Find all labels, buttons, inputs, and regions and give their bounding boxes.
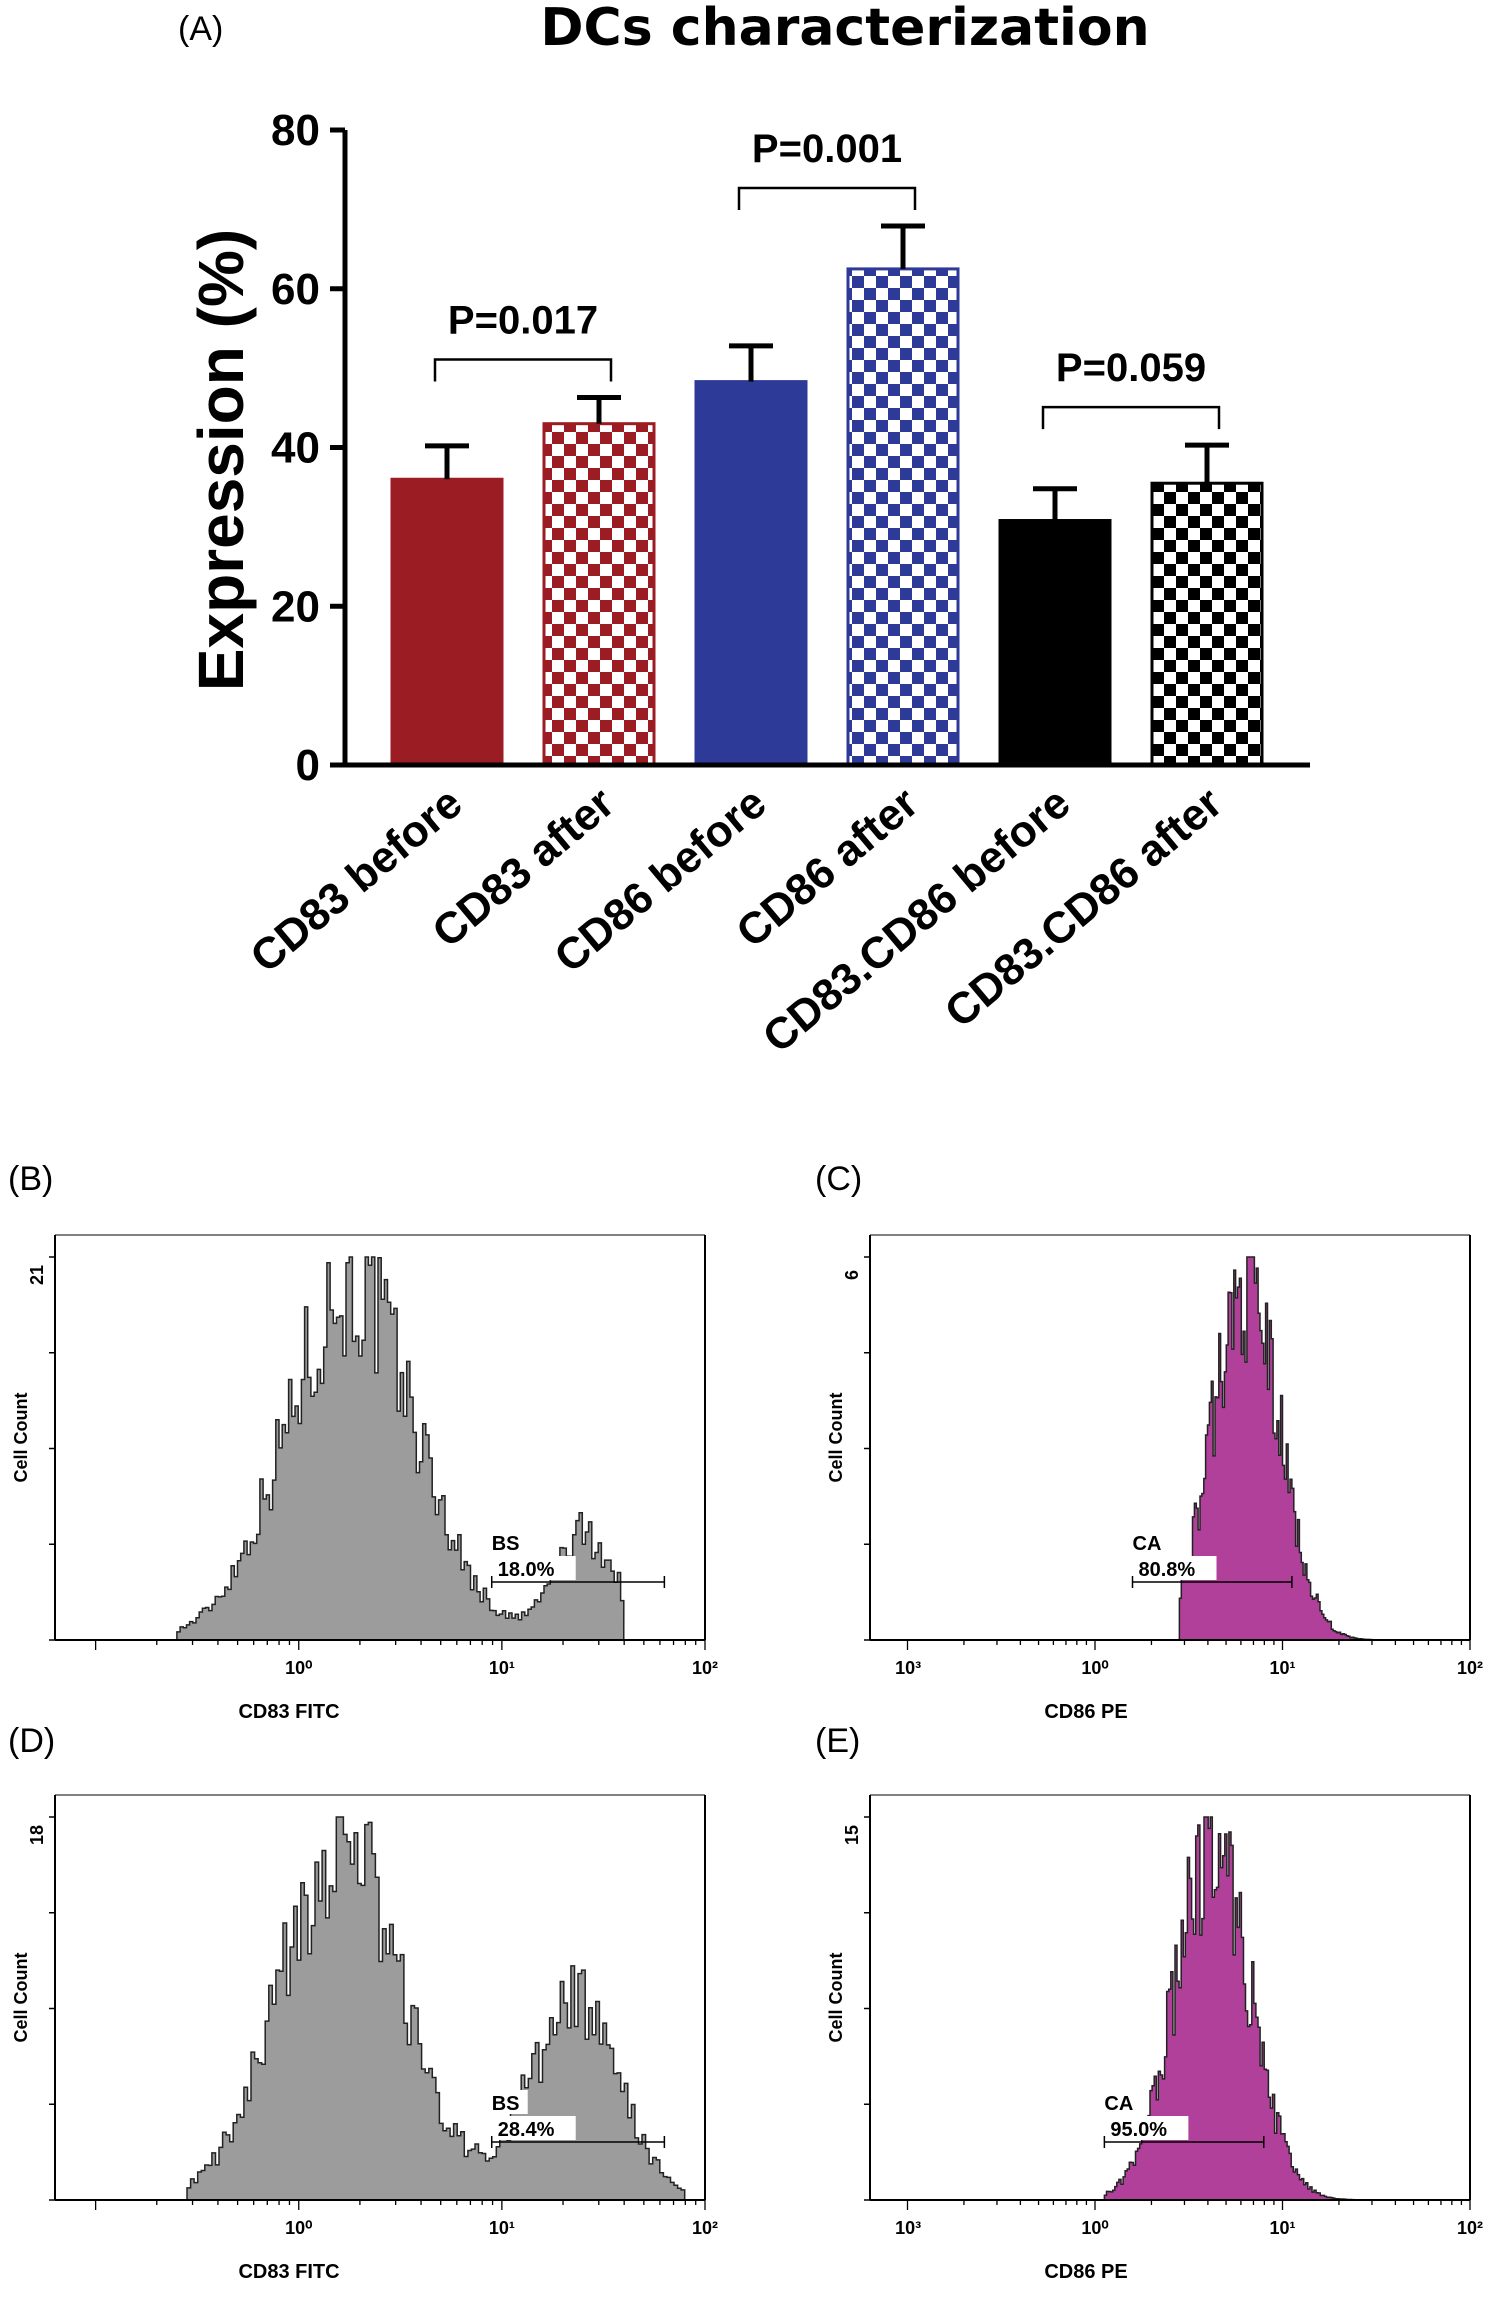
error-bars [425, 223, 1229, 521]
x-tick-label: 10² [692, 2218, 718, 2238]
y-ticks: 0 20 40 60 80 [271, 106, 345, 790]
gate-percent: 95.0% [1110, 2119, 1167, 2141]
x-tick-label: 10² [692, 1658, 718, 1678]
y-max-label: 18 [27, 1825, 47, 1845]
panel-label: (B) [8, 1160, 53, 1198]
y-tick-label: 0 [296, 741, 320, 790]
bar [998, 519, 1112, 767]
y-max-label: 15 [842, 1825, 862, 1845]
bar [542, 422, 656, 767]
x-tick-label: 10¹ [1269, 1658, 1295, 1678]
x-tick-label: 10⁰ [285, 1658, 312, 1678]
gate-percent: 80.8% [1139, 1559, 1196, 1581]
p-value-label: P=0.017 [448, 298, 598, 342]
gate-percent: 28.4% [498, 2119, 555, 2141]
y-max-label: 6 [842, 1270, 862, 1280]
panel-a: (A) DCs characterization Expression (%) … [178, 0, 1310, 1062]
significance-bracket [1041, 405, 1221, 430]
p-value-label: P=0.001 [752, 127, 902, 171]
axes [342, 130, 1310, 768]
y-axis-label: Cell Count [826, 1953, 846, 2043]
panel-label: (D) [8, 1722, 55, 1760]
gate-name-bg [487, 2090, 528, 2114]
bars [390, 267, 1264, 767]
histogram-panel: (E) 15 Cell Count 10⁰ 10¹ 10² 10³ CD86 PE CA 95.0… [815, 1722, 1483, 2283]
gate-percent: 18.0% [498, 1559, 555, 1581]
bar [390, 477, 504, 767]
gate-name: BS [492, 1533, 520, 1555]
y-axis-label: Expression (%) [185, 229, 257, 691]
category-label: CD83.CD86 after [936, 778, 1232, 1037]
histogram-panel: (C) 6 Cell Count 10⁰ 10¹ 10² 10³ CD86 PE CA 80.8% [815, 1160, 1483, 1723]
x-tick-label: 10⁰ [1081, 1658, 1108, 1678]
significance-bracket [433, 358, 613, 382]
bar [1150, 481, 1264, 767]
x-axis-label: CD86 PE [1044, 2261, 1127, 2283]
panel-label: (C) [815, 1160, 862, 1198]
histogram-panel: (B) 21 Cell Count 10⁰ 10¹ 10² 10³ CD83 FITC BS 18… [8, 1160, 921, 1723]
histogram-area [186, 1816, 686, 2201]
histogram-area [1103, 1816, 1395, 2201]
x-tick-label: 10¹ [489, 2218, 515, 2238]
gate-name: CA [1133, 1533, 1162, 1555]
p-value-label: P=0.059 [1056, 346, 1206, 390]
chart-title: DCs characterization [540, 0, 1149, 58]
y-tick-label: 60 [271, 265, 320, 314]
x-tick-label: 10² [1457, 1658, 1483, 1678]
gate-percent-bg [1134, 1556, 1217, 1580]
y-tick-label: 80 [271, 106, 320, 155]
histogram-panel: (D) 18 Cell Count 10⁰ 10¹ 10² 10³ CD83 FITC BS 28… [8, 1722, 921, 2283]
y-axis-label: Cell Count [11, 1393, 31, 1483]
gate-name: CA [1104, 2093, 1133, 2115]
y-axis-label: Cell Count [826, 1393, 846, 1483]
x-tick-label: 10³ [895, 1658, 921, 1678]
bar [694, 380, 808, 767]
significance-bracket [737, 186, 917, 211]
bar [846, 267, 960, 767]
x-tick-label: 10² [1457, 2218, 1483, 2238]
gate-percent-bg [493, 1556, 576, 1580]
gate-name-bg [487, 1530, 528, 1554]
gate-name-bg [1100, 2090, 1141, 2114]
panel-label: (E) [815, 1722, 860, 1760]
x-axis-label: CD83 FITC [238, 1701, 339, 1723]
category-label: CD83 before [241, 778, 471, 982]
panel-label-a: (A) [178, 10, 223, 48]
significance-brackets: P=0.017 P=0.001 P=0.059 [433, 127, 1221, 430]
x-tick-label: 10³ [895, 2218, 921, 2238]
x-axis-label: CD83 FITC [238, 2261, 339, 2283]
y-axis-label: Cell Count [11, 1953, 31, 2043]
y-tick-label: 20 [271, 582, 320, 631]
histogram-panels: (B) 21 Cell Count 10⁰ 10¹ 10² 10³ CD83 FITC BS 18… [8, 1160, 1483, 2283]
gate-percent-bg [493, 2116, 576, 2140]
y-max-label: 21 [27, 1265, 47, 1285]
gate-percent-bg [1106, 2116, 1189, 2140]
y-tick-label: 40 [271, 424, 320, 473]
x-tick-label: 10¹ [489, 1658, 515, 1678]
gate-name-bg [1128, 1530, 1169, 1554]
x-tick-label: 10⁰ [285, 2218, 312, 2238]
x-tick-label: 10⁰ [1081, 2218, 1108, 2238]
x-axis-label: CD86 PE [1044, 1701, 1127, 1723]
gate-name: BS [492, 2093, 520, 2115]
x-tick-label: 10¹ [1269, 2218, 1295, 2238]
